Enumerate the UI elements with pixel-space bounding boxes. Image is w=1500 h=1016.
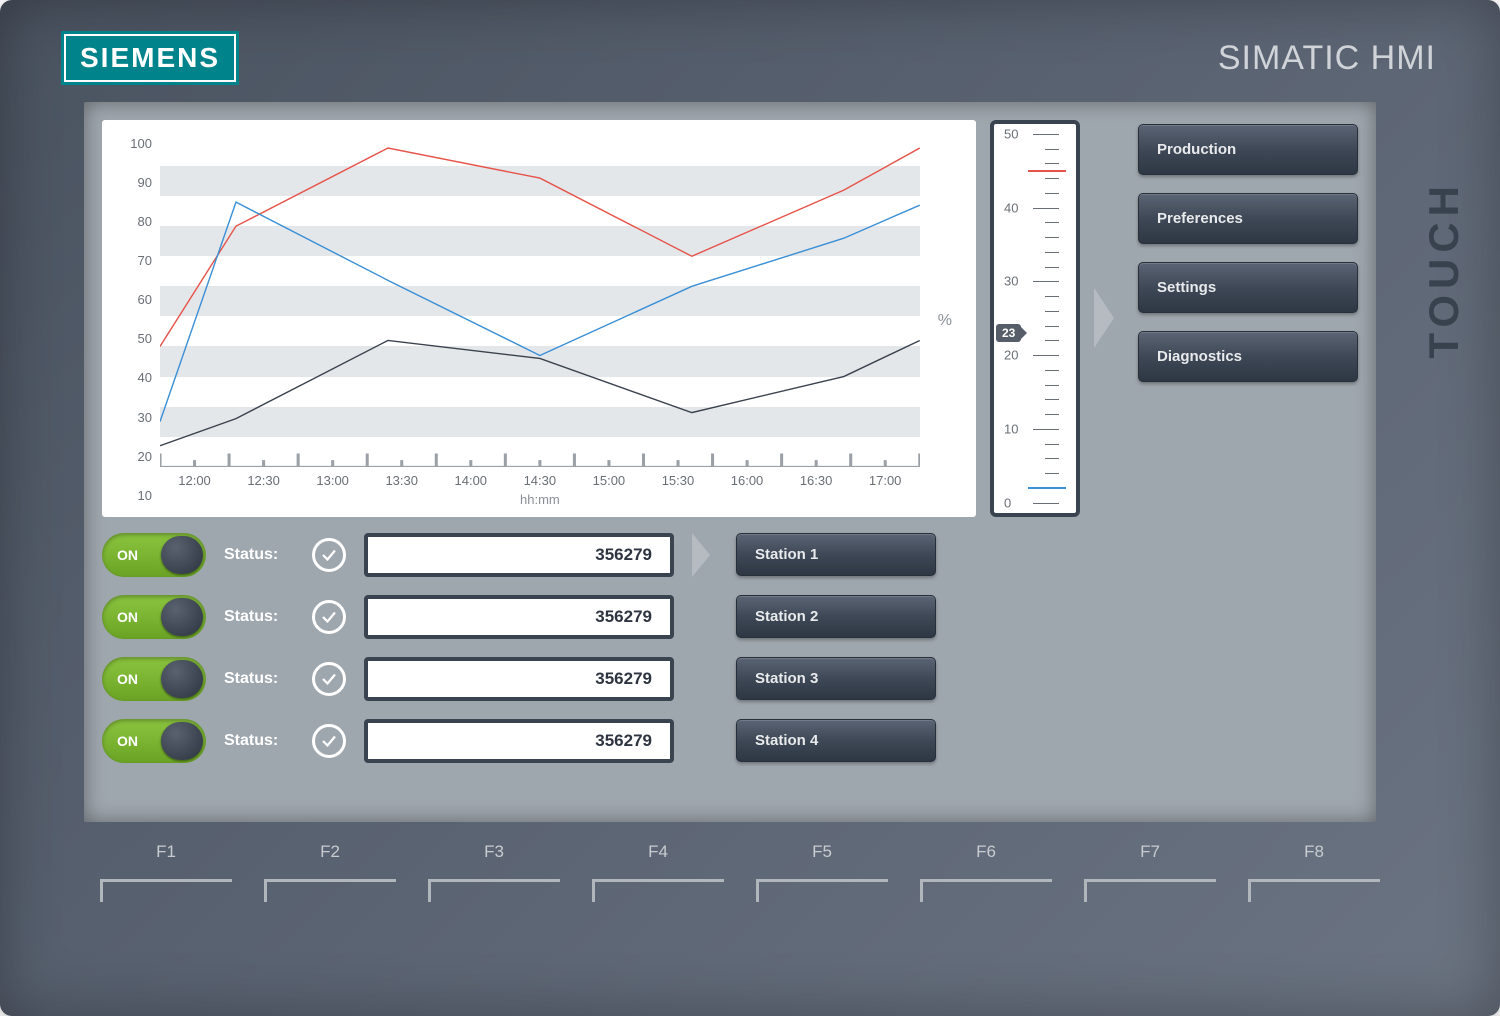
station-button[interactable]: Station 1 xyxy=(736,533,936,576)
toggle-knob xyxy=(161,536,203,574)
product-label: SIMATIC HMI xyxy=(1218,39,1436,78)
gauge-tick-label: 50 xyxy=(1004,127,1018,142)
menu-button-diagnostics[interactable]: Diagnostics xyxy=(1138,331,1358,382)
function-key-f5[interactable]: F5 xyxy=(740,842,904,870)
y-tick-label: 60 xyxy=(118,292,152,307)
x-tick-label: 16:00 xyxy=(731,473,764,488)
status-row: ON Status: 356279 Station 1 xyxy=(102,531,1358,579)
y-unit-label: % xyxy=(928,312,952,330)
value-display[interactable]: 356279 xyxy=(364,719,674,763)
status-rows: ON Status: 356279 Station 1 ON Status: 3… xyxy=(102,531,1358,765)
x-tick-label: 16:30 xyxy=(800,473,833,488)
y-tick-label: 70 xyxy=(118,253,152,268)
station-button[interactable]: Station 4 xyxy=(736,719,936,762)
vertical-gauge[interactable]: 0 10 20 30 40 50 23 xyxy=(990,120,1080,517)
value-display[interactable]: 356279 xyxy=(364,595,674,639)
station-button[interactable]: Station 2 xyxy=(736,595,936,638)
status-label: Status: xyxy=(224,546,294,564)
gauge-value-marker[interactable]: 23 xyxy=(996,324,1021,342)
y-tick-label: 30 xyxy=(118,410,152,425)
function-key-row: F1F2F3F4F5F6F7F8 xyxy=(24,822,1476,870)
toggle-label: ON xyxy=(105,609,138,625)
status-label: Status: xyxy=(224,670,294,688)
gauge-tick-label: 0 xyxy=(1004,495,1011,510)
touchscreen-area: 100908070605040302010 12:0012:3013:0013:… xyxy=(84,102,1376,822)
function-key-f4[interactable]: F4 xyxy=(576,842,740,870)
function-key-f3[interactable]: F3 xyxy=(412,842,576,870)
gauge-tick-label: 20 xyxy=(1004,348,1018,363)
function-key-f6[interactable]: F6 xyxy=(904,842,1068,870)
gauge-tick-label: 40 xyxy=(1004,200,1018,215)
touch-side-label: TOUCH xyxy=(1420,180,1468,359)
series-blue xyxy=(160,202,920,421)
x-tick-label: 14:00 xyxy=(455,473,488,488)
status-row: ON Status: 356279 Station 3 xyxy=(102,655,1358,703)
bezel-header: SIEMENS SIMATIC HMI xyxy=(24,24,1476,102)
x-tick-label: 17:00 xyxy=(869,473,902,488)
gauge-tick-label: 30 xyxy=(1004,274,1018,289)
status-label: Status: xyxy=(224,608,294,626)
menu-button-production[interactable]: Production xyxy=(1138,124,1358,175)
status-row: ON Status: 356279 Station 4 xyxy=(102,717,1358,765)
gauge-scale: 0102030405023 xyxy=(1000,134,1070,503)
toggle-switch[interactable]: ON xyxy=(102,595,206,639)
trend-chart-panel: 100 90 80 70 60 50 40 30 20 10 12:00 12:30 13:00 13:… xyxy=(102,120,976,517)
gauge-tick-label: 10 xyxy=(1004,421,1018,436)
y-tick-label: 10 xyxy=(118,488,152,503)
siemens-logo: SIEMENS xyxy=(64,34,236,82)
x-tick-label: 12:00 xyxy=(178,473,211,488)
y-tick-label: 50 xyxy=(118,331,152,346)
x-tick-label: 15:00 xyxy=(593,473,626,488)
x-tick-label: 14:30 xyxy=(524,473,557,488)
y-tick-label: 90 xyxy=(118,175,152,190)
chart-area: 100 90 80 70 60 50 40 30 20 10 12:00 12:30 13:00 13:… xyxy=(118,136,952,507)
y-tick-label: 40 xyxy=(118,370,152,385)
toggle-knob xyxy=(161,598,203,636)
menu-button-settings[interactable]: Settings xyxy=(1138,262,1358,313)
top-section: 100908070605040302010 12:0012:3013:0013:… xyxy=(102,120,1358,517)
toggle-label: ON xyxy=(105,671,138,687)
function-key-f7[interactable]: F7 xyxy=(1068,842,1232,870)
function-key-f8[interactable]: F8 xyxy=(1232,842,1396,870)
x-tick-label: 13:30 xyxy=(385,473,418,488)
y-tick-label: 80 xyxy=(118,214,152,229)
check-icon xyxy=(312,600,346,634)
toggle-switch[interactable]: ON xyxy=(102,657,206,701)
toggle-label: ON xyxy=(105,733,138,749)
check-icon xyxy=(312,538,346,572)
x-axis: 12:00 12:30 13:00 13:30 14:00 14:30 15:00 15:30… xyxy=(160,467,920,488)
y-tick-label: 20 xyxy=(118,449,152,464)
arrow-icon xyxy=(692,533,718,577)
arrow-icon xyxy=(1094,120,1124,517)
value-display[interactable]: 356279 xyxy=(364,533,674,577)
toggle-knob xyxy=(161,660,203,698)
toggle-switch[interactable]: ON xyxy=(102,719,206,763)
gauge-threshold-line xyxy=(1028,170,1066,172)
toggle-switch[interactable]: ON xyxy=(102,533,206,577)
function-key-f1[interactable]: F1 xyxy=(84,842,248,870)
menu-column: Production Preferences Settings Diagnostics xyxy=(1138,120,1358,517)
check-icon xyxy=(312,724,346,758)
value-display[interactable]: 356279 xyxy=(364,657,674,701)
check-icon xyxy=(312,662,346,696)
y-tick-label: 100 xyxy=(118,136,152,151)
chart-plot[interactable] xyxy=(160,136,920,467)
y-axis: 100 90 80 70 60 50 40 30 20 10 xyxy=(118,136,152,507)
status-label: Status: xyxy=(224,732,294,750)
series-black xyxy=(160,340,920,445)
series-red xyxy=(160,148,920,346)
menu-button-preferences[interactable]: Preferences xyxy=(1138,193,1358,244)
toggle-knob xyxy=(161,722,203,760)
x-tick-label: 15:30 xyxy=(662,473,695,488)
x-axis-title: hh:mm xyxy=(160,488,920,507)
x-tick-label: 13:00 xyxy=(316,473,349,488)
function-key-f2[interactable]: F2 xyxy=(248,842,412,870)
station-button[interactable]: Station 3 xyxy=(736,657,936,700)
status-row: ON Status: 356279 Station 2 xyxy=(102,593,1358,641)
toggle-label: ON xyxy=(105,547,138,563)
hmi-device-bezel: SIEMENS SIMATIC HMI TOUCH 10090807060504… xyxy=(0,0,1500,1016)
gauge-threshold-line xyxy=(1028,487,1066,489)
x-tick-label: 12:30 xyxy=(247,473,280,488)
